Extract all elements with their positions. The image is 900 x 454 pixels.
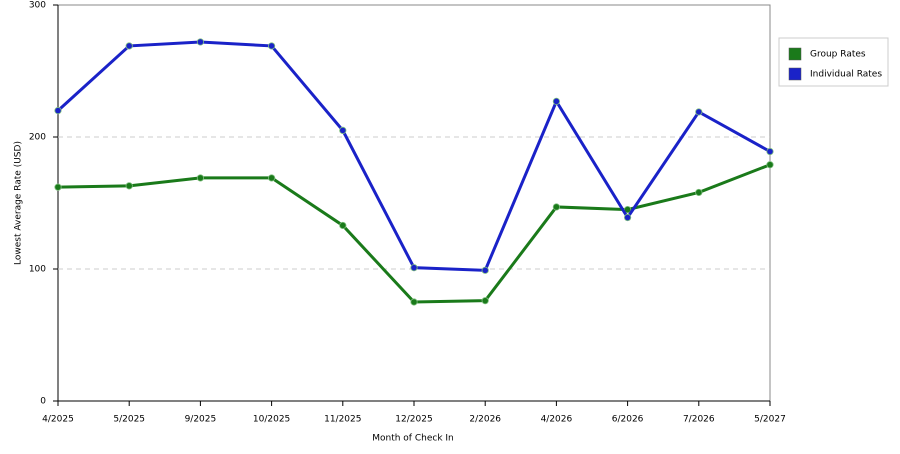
data-point — [54, 107, 62, 115]
data-point — [695, 188, 703, 197]
y-axis-label: Lowest Average Rate (USD) — [14, 141, 24, 265]
data-point — [481, 297, 489, 305]
data-point — [410, 264, 418, 272]
x-tick-label: 6/2026 — [612, 415, 644, 425]
data-point — [481, 266, 489, 274]
data-point — [54, 183, 62, 191]
data-point — [196, 38, 204, 46]
x-tick-label: 10/2025 — [253, 415, 290, 425]
x-tick-label: 7/2026 — [683, 415, 715, 425]
y-tick-label: 200 — [29, 133, 46, 143]
x-tick-label: 11/2025 — [324, 415, 361, 425]
legend-label: Individual Rates — [810, 70, 882, 80]
data-point — [552, 203, 561, 211]
x-tick-label: 12/2025 — [395, 415, 432, 425]
data-point — [766, 161, 774, 169]
x-axis-label: Month of Check In — [372, 434, 454, 444]
data-point — [339, 221, 347, 230]
x-tick-label: 4/2025 — [42, 415, 74, 425]
data-point — [410, 298, 418, 306]
data-point — [766, 147, 774, 156]
data-point — [339, 126, 347, 134]
data-point — [125, 182, 133, 190]
plot-frame — [57, 4, 771, 402]
data-point — [125, 42, 133, 50]
data-point — [552, 97, 561, 105]
data-point — [267, 42, 276, 50]
legend-swatch — [788, 47, 802, 61]
data-point — [267, 174, 276, 182]
data-point — [196, 174, 204, 182]
data-point — [623, 213, 632, 222]
x-tick-label: 2/2026 — [469, 415, 501, 425]
x-tick-label: 5/2027 — [754, 415, 786, 425]
legend-swatch — [788, 67, 802, 81]
legend-label: Group Rates — [810, 50, 866, 60]
y-tick-label: 300 — [29, 1, 46, 11]
x-tick-label: 5/2025 — [113, 415, 145, 425]
series-line — [56, 40, 771, 272]
series-line — [57, 163, 771, 304]
x-tick-label: 9/2025 — [185, 415, 217, 425]
data-point — [695, 108, 703, 116]
y-tick-label: 0 — [40, 397, 46, 407]
x-tick-label: 4/2026 — [541, 415, 573, 425]
y-tick-label: 100 — [29, 265, 46, 275]
